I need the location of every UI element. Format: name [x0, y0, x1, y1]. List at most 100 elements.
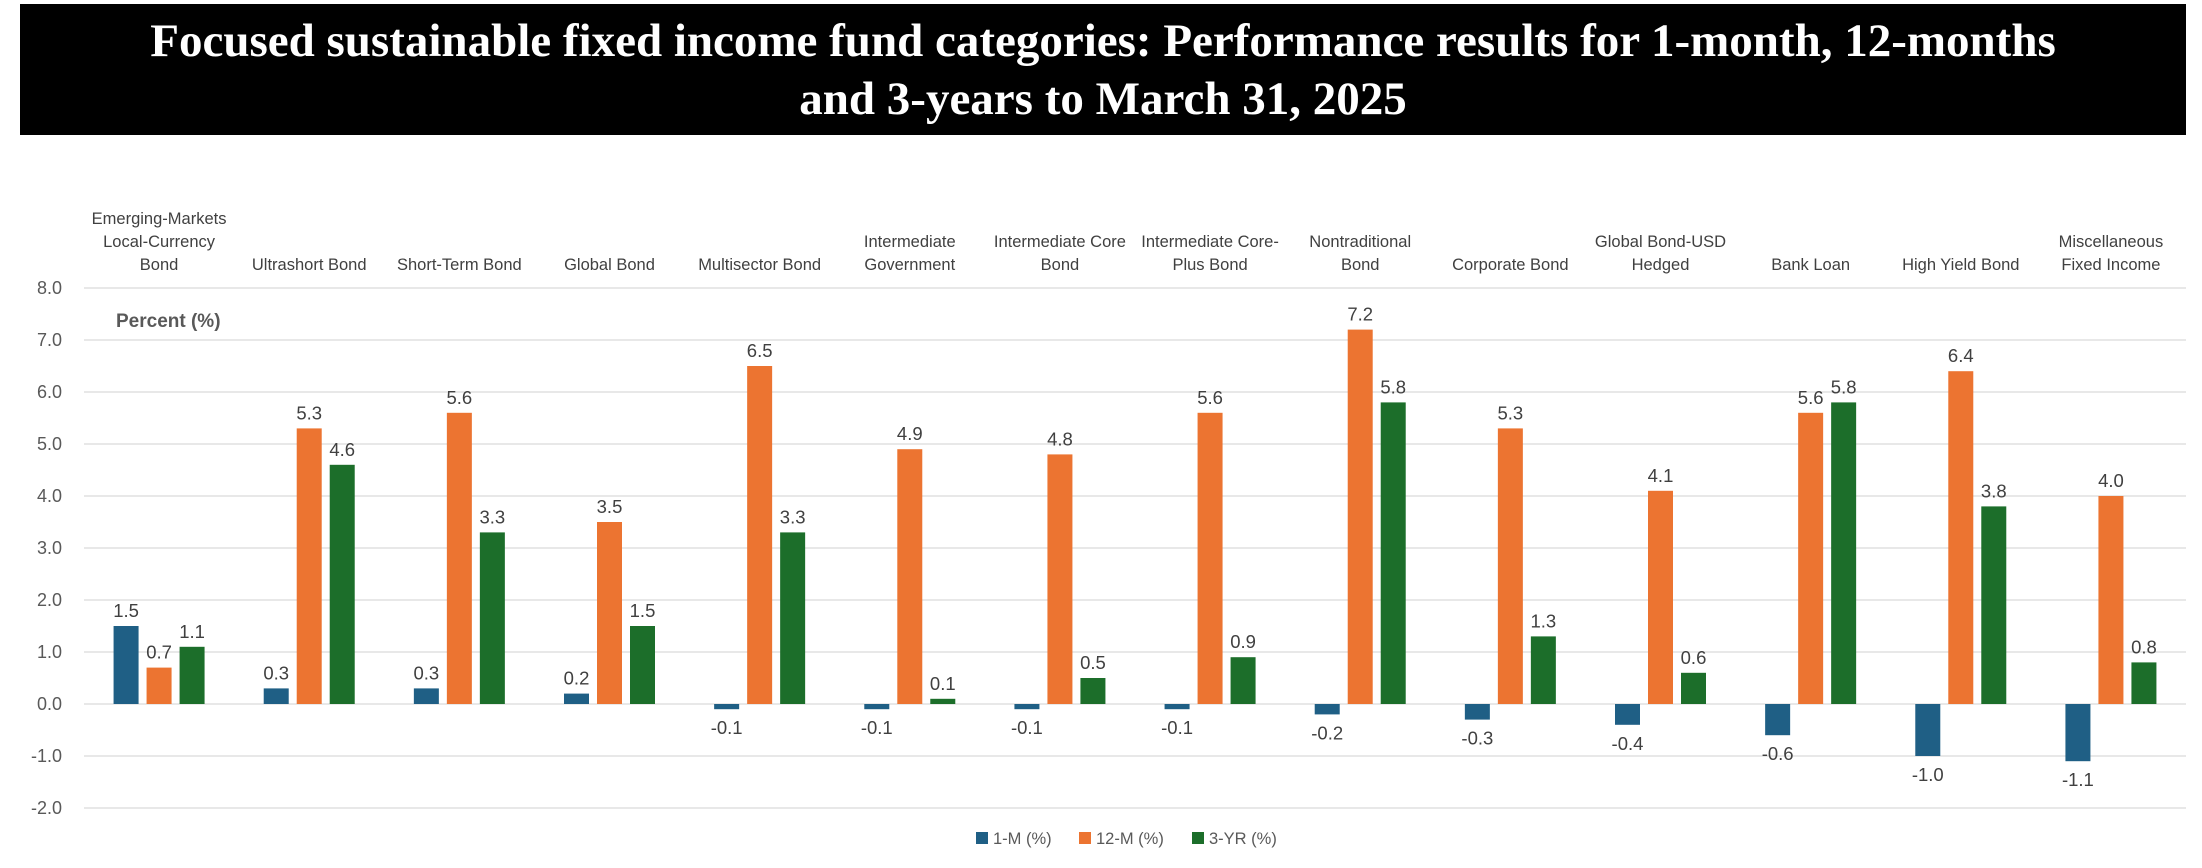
bar	[1497, 428, 1523, 704]
category-label: Government	[864, 256, 955, 274]
bar	[930, 698, 956, 704]
y-tick-label: 7.0	[37, 330, 62, 350]
data-label: 4.8	[1047, 428, 1073, 449]
bar	[1047, 454, 1073, 704]
series-3-bars	[179, 402, 2157, 704]
category-label: Hedged	[1632, 256, 1690, 274]
bar	[1765, 704, 1791, 736]
bar	[263, 688, 289, 704]
data-label: 0.7	[146, 642, 172, 663]
data-label: -0.1	[861, 717, 893, 738]
chart-title-banner: Focused sustainable fixed income fund ca…	[20, 4, 2186, 135]
data-label: 7.2	[1347, 304, 1373, 325]
category-label: Intermediate Core	[994, 233, 1126, 251]
data-label: 5.6	[446, 387, 472, 408]
category-label: Ultrashort Bond	[252, 256, 367, 274]
y-tick-label: 3.0	[37, 538, 62, 558]
y-gridlines	[84, 287, 2186, 809]
data-label: 5.6	[1798, 387, 1824, 408]
series-2-bars	[146, 329, 2124, 704]
data-label: -0.1	[1161, 717, 1193, 738]
bar	[1080, 678, 1106, 704]
y-tick-label: 2.0	[37, 590, 62, 610]
category-label: Local-Currency	[103, 233, 216, 251]
category-label: Nontraditional	[1309, 233, 1411, 251]
data-label: 0.6	[1681, 647, 1707, 668]
bar	[479, 532, 505, 704]
bar	[2065, 704, 2091, 762]
legend-label: 1-M (%)	[993, 830, 1052, 848]
bar	[1197, 412, 1223, 704]
data-label: 0.2	[564, 668, 590, 689]
data-label: 6.4	[1948, 345, 1974, 366]
bar	[1981, 506, 2007, 704]
bar	[1648, 490, 1673, 704]
bar	[1314, 704, 1340, 715]
category-label: Bond	[140, 256, 179, 274]
data-label: -0.4	[1612, 733, 1644, 754]
category-label: Fixed Income	[2061, 256, 2160, 274]
bar	[1164, 704, 1190, 710]
data-label: 0.9	[1230, 631, 1256, 652]
series-1-bars	[113, 626, 2091, 762]
category-label: Intermediate Core-	[1141, 233, 1279, 251]
bar	[1380, 402, 1406, 704]
y-tick-label: 0.0	[37, 694, 62, 714]
bar	[113, 626, 139, 704]
bar	[1948, 371, 1974, 704]
bar	[747, 366, 773, 704]
bar	[1681, 672, 1706, 704]
category-label: Bond	[1341, 256, 1380, 274]
bar	[1347, 329, 1373, 704]
bar	[2131, 662, 2157, 704]
y-tick-label: -2.0	[31, 798, 62, 818]
legend-swatch	[1079, 832, 1091, 844]
category-label: Multisector Bond	[698, 256, 821, 274]
data-label: 0.3	[263, 662, 289, 683]
bar	[597, 522, 622, 704]
category-label: Miscellaneous	[2059, 233, 2164, 251]
bar	[780, 532, 806, 704]
bar	[413, 688, 439, 704]
data-label: -0.1	[711, 717, 743, 738]
bar	[1915, 704, 1941, 756]
data-label: 1.5	[630, 600, 656, 621]
y-tick-label: -1.0	[31, 746, 62, 766]
data-label: 3.8	[1981, 480, 2007, 501]
data-label: 1.1	[179, 621, 205, 642]
legend-label: 12-M (%)	[1096, 830, 1164, 848]
data-label: 3.3	[780, 506, 806, 527]
bar	[564, 693, 589, 704]
category-label: Global Bond-USD	[1595, 233, 1726, 251]
data-label: 5.8	[1831, 376, 1857, 397]
category-label: Short-Term Bond	[397, 256, 522, 274]
category-label: Intermediate	[864, 233, 956, 251]
data-label: 3.5	[597, 496, 623, 517]
bar	[446, 412, 472, 704]
bar	[1230, 657, 1256, 704]
bar	[2098, 496, 2124, 704]
bar	[296, 428, 322, 704]
y-tick-label: 6.0	[37, 382, 62, 402]
data-label: 4.1	[1648, 465, 1674, 486]
data-label: 5.8	[1380, 376, 1406, 397]
data-label: -1.0	[1912, 764, 1944, 785]
y-tick-label: 5.0	[37, 434, 62, 454]
category-label: High Yield Bond	[1902, 256, 2019, 274]
category-label: Global Bond	[564, 256, 655, 274]
data-label: 1.3	[1530, 610, 1556, 631]
data-label: 6.5	[747, 340, 773, 361]
bar	[329, 464, 355, 704]
bar	[714, 704, 740, 710]
data-label: 3.3	[479, 506, 505, 527]
bar	[1615, 704, 1640, 725]
legend-swatch	[976, 832, 988, 844]
data-label: 1.5	[113, 600, 139, 621]
data-label: -0.1	[1011, 717, 1043, 738]
data-label: -0.6	[1762, 743, 1794, 764]
chart-title-line-2: and 3-years to March 31, 2025	[799, 72, 1407, 125]
data-label: 0.3	[413, 662, 439, 683]
chart-title-line-1: Focused sustainable fixed income fund ca…	[150, 14, 2056, 67]
data-label: 5.3	[296, 402, 322, 423]
data-label: 0.1	[930, 673, 956, 694]
